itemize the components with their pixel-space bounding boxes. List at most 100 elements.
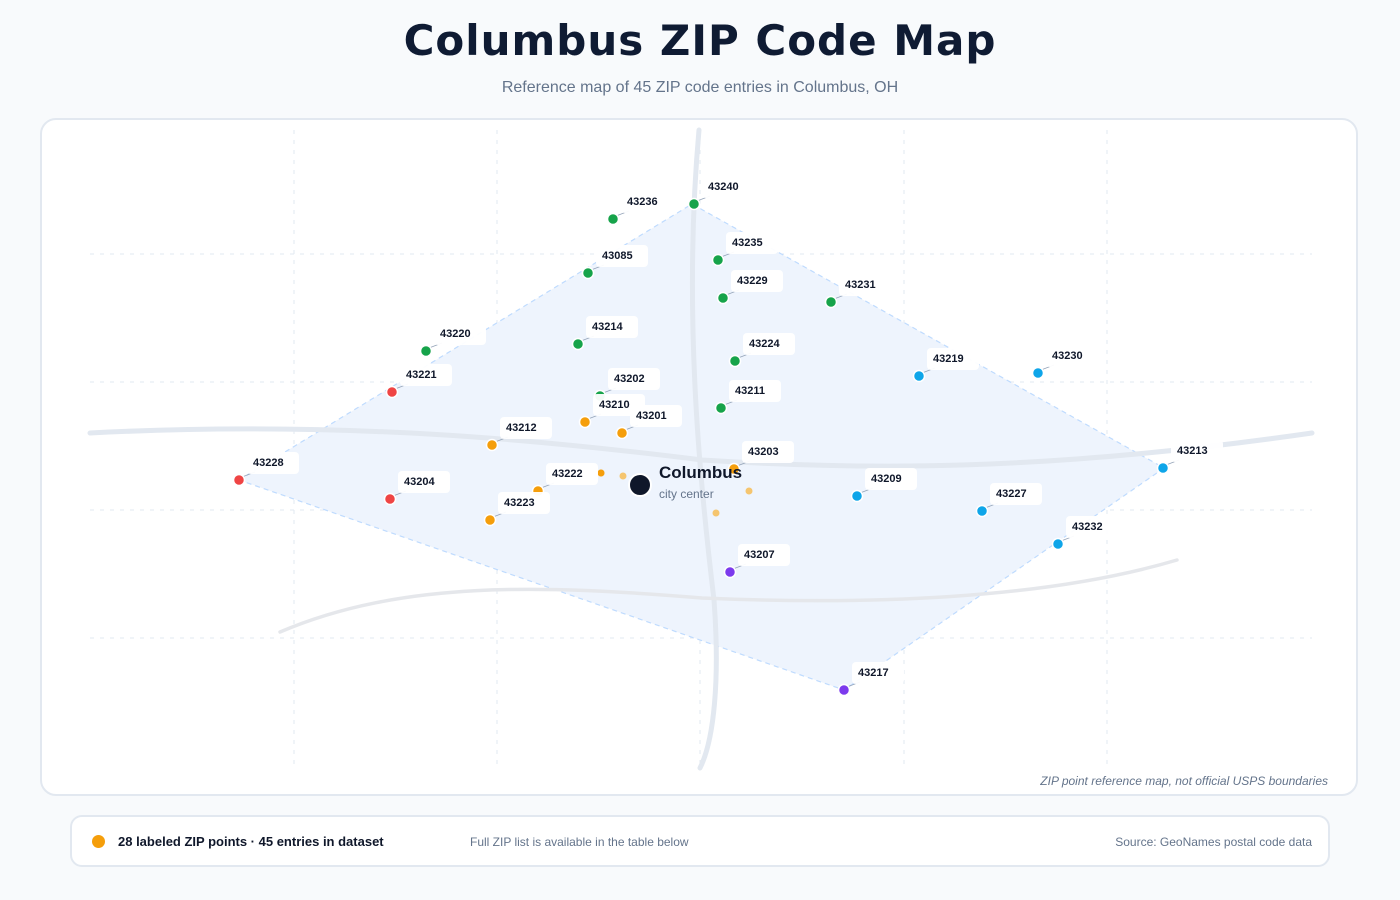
zip-marker[interactable] — [232, 473, 246, 487]
map-panel[interactable]: 43240 43236 43235 43085 43229 43231 43214 43220… — [40, 118, 1358, 796]
zip-point-43221[interactable]: 43221 — [385, 364, 453, 399]
minor-zip-dot — [712, 509, 720, 517]
zip-map[interactable]: 43240 43236 43235 43085 43229 43231 43214 43220… — [42, 120, 1358, 796]
zip-marker[interactable] — [571, 337, 585, 351]
zip-label-box — [927, 348, 979, 370]
legend-hint: Full ZIP list is available in the table … — [470, 835, 689, 849]
zip-label-box — [742, 441, 794, 463]
city-center-marker[interactable] — [628, 473, 652, 497]
zip-label: 43235 — [732, 237, 763, 249]
zip-point-43228[interactable]: 43228 — [232, 452, 300, 487]
zip-point-43213[interactable]: 43213 — [1156, 440, 1224, 475]
zip-label: 43231 — [845, 279, 876, 291]
zip-point-43227[interactable]: 43227 — [975, 483, 1043, 518]
zip-label: 43209 — [871, 473, 902, 485]
zip-label-box — [1046, 345, 1098, 367]
zip-label-box — [500, 417, 552, 439]
zip-marker[interactable] — [383, 492, 397, 506]
zip-label-box — [398, 471, 450, 493]
zip-label: 43201 — [636, 410, 667, 422]
zip-label-box — [743, 333, 795, 355]
unlabeled-zip-points — [597, 469, 753, 517]
zip-marker[interactable] — [578, 415, 592, 429]
zip-label-box — [434, 323, 486, 345]
legend-bar: 28 labeled ZIP points · 45 entries in da… — [70, 815, 1330, 867]
zip-point-43231[interactable]: 43231 — [824, 274, 892, 309]
zip-point-43220[interactable]: 43220 — [419, 323, 487, 358]
legend-source: Source: GeoNames postal code data — [1115, 835, 1312, 849]
zip-marker[interactable] — [850, 489, 864, 503]
zip-label: 43232 — [1072, 521, 1103, 533]
zip-point-43223[interactable]: 43223 — [483, 492, 551, 527]
zip-point-43240[interactable]: 43240 — [687, 176, 755, 211]
zip-label-box — [1171, 440, 1223, 462]
zip-label-box — [852, 662, 904, 684]
zip-marker[interactable] — [1031, 366, 1045, 380]
zip-label: 43240 — [708, 181, 739, 193]
zip-label: 43085 — [602, 250, 633, 262]
zip-label: 43224 — [749, 338, 780, 350]
zip-marker[interactable] — [824, 295, 838, 309]
zip-marker[interactable] — [687, 197, 701, 211]
zip-label-box — [990, 483, 1042, 505]
zip-label: 43213 — [1177, 445, 1208, 457]
zip-point-43204[interactable]: 43204 — [383, 471, 451, 506]
zip-marker[interactable] — [483, 513, 497, 527]
zip-point-43202[interactable]: 43202 — [593, 368, 661, 403]
zip-label: 43220 — [440, 328, 471, 340]
zip-point-43211[interactable]: 43211 — [714, 380, 782, 415]
page-title: Columbus ZIP Code Map — [403, 16, 997, 65]
zip-label-box — [865, 468, 917, 490]
legend-dot-icon — [92, 835, 105, 848]
zip-label: 43214 — [592, 321, 623, 333]
zip-label: 43210 — [599, 399, 630, 411]
zip-label-box — [621, 191, 673, 213]
zip-point-43212[interactable]: 43212 — [485, 417, 553, 452]
zip-label: 43228 — [253, 457, 284, 469]
zip-point-43236[interactable]: 43236 — [606, 191, 674, 226]
zip-marker[interactable] — [975, 504, 989, 518]
zip-marker[interactable] — [385, 385, 399, 399]
zip-point-43229[interactable]: 43229 — [716, 270, 784, 305]
minor-zip-dot — [745, 487, 753, 495]
zip-marker[interactable] — [485, 438, 499, 452]
zip-point-43203[interactable]: 43203 — [727, 441, 795, 476]
zip-point-43207[interactable]: 43207 — [723, 544, 791, 579]
zip-label: 43229 — [737, 275, 768, 287]
zip-label-box — [726, 232, 778, 254]
zip-point-43235[interactable]: 43235 — [711, 232, 779, 267]
zip-marker[interactable] — [728, 354, 742, 368]
zip-point-43085[interactable]: 43085 — [581, 245, 649, 280]
zip-label: 43227 — [996, 488, 1027, 500]
zip-marker[interactable] — [581, 266, 595, 280]
zip-marker[interactable] — [419, 344, 433, 358]
zip-point-43224[interactable]: 43224 — [728, 333, 796, 368]
zip-marker[interactable] — [723, 565, 737, 579]
zip-marker[interactable] — [1051, 537, 1065, 551]
zip-marker[interactable] — [727, 462, 741, 476]
zip-marker[interactable] — [716, 291, 730, 305]
zip-point-43230[interactable]: 43230 — [1031, 345, 1099, 380]
zip-label: 43236 — [627, 196, 658, 208]
zip-point-43214[interactable]: 43214 — [571, 316, 639, 351]
zip-point-43217[interactable]: 43217 — [837, 662, 905, 697]
zip-marker[interactable] — [714, 401, 728, 415]
zip-marker[interactable] — [912, 369, 926, 383]
zip-point-43232[interactable]: 43232 — [1051, 516, 1119, 551]
zip-marker[interactable] — [711, 253, 725, 267]
zip-label-box — [630, 405, 682, 427]
zip-label-box — [400, 364, 452, 386]
zip-label-box — [1066, 516, 1118, 538]
zip-marker[interactable] — [837, 683, 851, 697]
zip-label-box — [738, 544, 790, 566]
zip-marker[interactable] — [615, 426, 629, 440]
zip-marker[interactable] — [606, 212, 620, 226]
minor-zip-dot — [597, 469, 605, 477]
outer-beltway-road — [278, 558, 1179, 634]
zip-point-43209[interactable]: 43209 — [850, 468, 918, 503]
zip-point-43219[interactable]: 43219 — [912, 348, 980, 383]
zip-marker[interactable] — [1156, 461, 1170, 475]
zip-label: 43219 — [933, 353, 964, 365]
zip-point-43201[interactable]: 43201 — [615, 405, 683, 440]
zip-label-box — [498, 492, 550, 514]
